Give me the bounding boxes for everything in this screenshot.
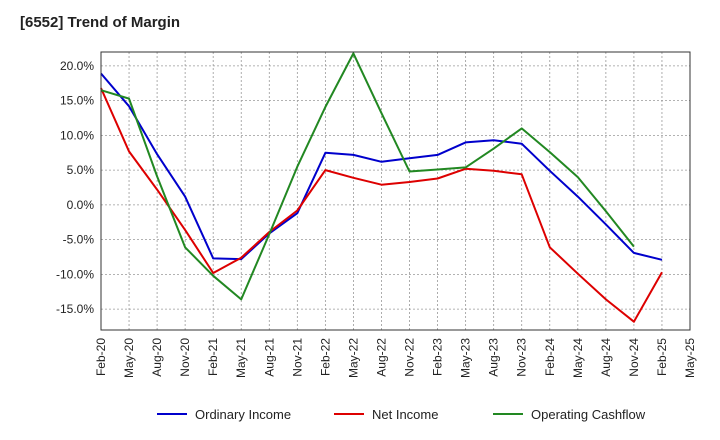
plot-frame <box>100 51 691 331</box>
x-tick-label: May-25 <box>683 338 697 378</box>
x-tick-label: Nov-21 <box>290 338 304 377</box>
legend-label: Operating Cashflow <box>531 407 646 422</box>
x-tick-label: Feb-23 <box>431 338 445 376</box>
series-line-3 <box>100 52 635 301</box>
y-tick-label: 15.0% <box>60 94 94 108</box>
series-line-1 <box>100 72 663 261</box>
x-tick-label: May-22 <box>346 338 360 378</box>
x-tick-label: Aug-21 <box>262 338 276 377</box>
x-tick-label: Feb-21 <box>206 338 220 376</box>
y-tick-label: 20.0% <box>60 59 94 73</box>
x-tick-label: Feb-25 <box>655 338 669 376</box>
series-layer <box>100 52 663 323</box>
y-tick-label: -5.0% <box>63 233 95 247</box>
y-tick-label: 5.0% <box>67 163 95 177</box>
x-tick-label: Feb-20 <box>94 338 108 376</box>
legend-label: Net Income <box>372 407 438 422</box>
x-tick-label: Nov-24 <box>627 338 641 377</box>
x-tick-label: Nov-20 <box>178 338 192 377</box>
x-tick-label: Feb-22 <box>318 338 332 376</box>
y-tick-label: -10.0% <box>56 267 94 281</box>
x-tick-label: Aug-23 <box>487 338 501 377</box>
series-line-2 <box>100 87 663 323</box>
x-tick-label: Nov-23 <box>515 338 529 377</box>
grid <box>101 52 690 330</box>
y-axis: -15.0% -10.0% -5.0% 0.0% 5.0% 10.0% 15.0% 20.0% <box>56 59 94 316</box>
x-tick-label: May-24 <box>571 338 585 378</box>
x-tick-label: Nov-22 <box>403 338 417 377</box>
legend-label: Ordinary Income <box>195 407 291 422</box>
x-tick-label: Aug-22 <box>374 338 388 377</box>
x-tick-label: Aug-20 <box>150 338 164 377</box>
y-tick-label: -15.0% <box>56 302 94 316</box>
x-tick-label: May-20 <box>122 338 136 378</box>
chart-title: [6552] Trend of Margin <box>20 14 181 31</box>
x-tick-label: May-23 <box>459 338 473 378</box>
x-tick-label: Feb-24 <box>543 338 557 376</box>
y-tick-label: 10.0% <box>60 128 94 142</box>
legend: Ordinary Income Net Income Operating Cashf… <box>157 407 646 422</box>
x-axis: Feb-20 May-20 Aug-20 Nov-20 Feb-21 May-21 Aug-… <box>94 338 697 378</box>
x-tick-label: Aug-24 <box>599 338 613 377</box>
x-tick-label: May-21 <box>234 338 248 378</box>
y-tick-label: 0.0% <box>67 198 95 212</box>
